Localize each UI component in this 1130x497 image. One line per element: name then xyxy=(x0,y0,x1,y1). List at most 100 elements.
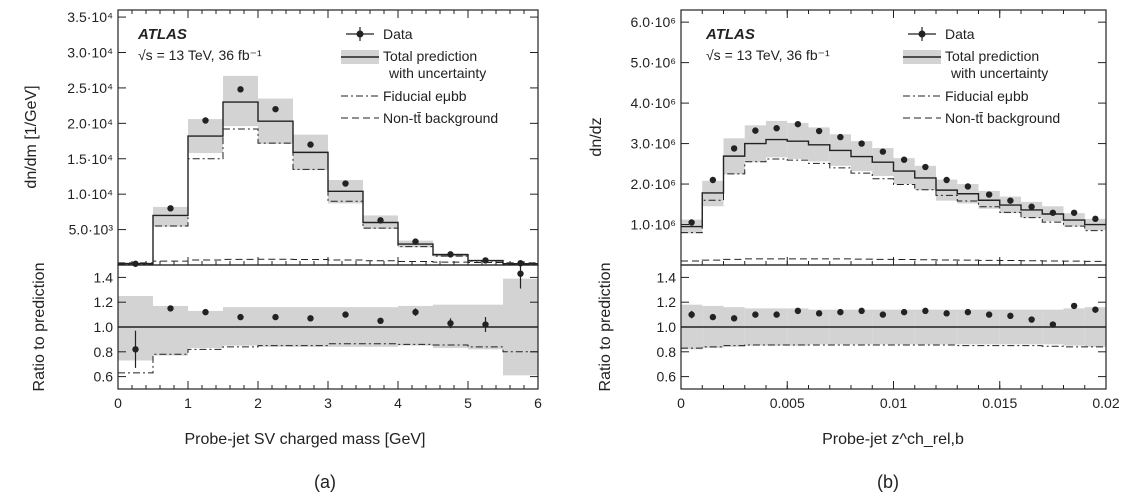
ratio-data-point xyxy=(447,320,454,327)
ratio-data-point xyxy=(943,310,950,317)
ratio-data-point xyxy=(272,313,279,321)
ratio-data-point xyxy=(412,308,419,316)
data-point xyxy=(985,191,993,198)
data-point xyxy=(943,176,950,184)
ratio-data-point xyxy=(752,311,759,318)
data-point xyxy=(922,163,929,171)
panel-caption: (b) xyxy=(877,472,899,492)
uncertainty-band-bin xyxy=(153,206,188,227)
ratio-data-point xyxy=(132,346,139,353)
ratio-fiducial-histogram xyxy=(118,343,538,374)
panel-caption: (a) xyxy=(314,472,336,492)
ratio-tick-label: 1.4 xyxy=(94,269,114,285)
x-tick-label: 0.005 xyxy=(770,395,805,411)
total-prediction-histogram xyxy=(681,138,1106,228)
ratio-data-point xyxy=(900,308,908,316)
data-point xyxy=(237,86,244,93)
data-point xyxy=(167,205,174,212)
y-tick-label: 1.0·10⁶ xyxy=(631,217,676,233)
ratio-data-point xyxy=(1007,312,1014,320)
legend-entry-total: Total prediction with uncertainty xyxy=(341,48,486,81)
x-tick-label: 0.02 xyxy=(1092,395,1119,411)
x-tick-label: 0.01 xyxy=(880,395,907,411)
legend-label-total-line2: with uncertainty xyxy=(950,65,1048,81)
total-prediction-histogram xyxy=(118,101,538,265)
x-tick-label: 3 xyxy=(324,395,332,411)
ratio-data-point xyxy=(985,311,993,318)
ratio-tick-label: 1.2 xyxy=(657,294,677,310)
y-tick-label: 6.0·10⁶ xyxy=(631,14,676,30)
legend-label-background: Non-tt̄ background xyxy=(945,110,1060,126)
data-point xyxy=(1028,203,1035,210)
x-tick-label: 0.015 xyxy=(982,395,1017,411)
atlas-label: ATLAS xyxy=(705,26,755,43)
ratio-y-axis-label: Ratio to prediction xyxy=(597,263,614,392)
ratio-tick-label: 0.6 xyxy=(657,369,677,385)
ratio-data-point xyxy=(773,311,780,318)
ratio-data-point xyxy=(1049,321,1057,328)
ratio-data-point xyxy=(837,308,844,316)
legend-label-fiducial: Fiducial eμbb xyxy=(945,88,1029,104)
uncertainty-band-bin xyxy=(223,75,258,127)
x-axis-label: Probe-jet z^ch_rel,b xyxy=(822,431,964,448)
legend-label-data: Data xyxy=(945,26,975,42)
main-y-axis-label: dn/dz xyxy=(588,117,605,156)
data-point xyxy=(447,251,454,258)
main-y-axis-title: dn/dm [1/GeV] xyxy=(23,85,40,188)
data-point xyxy=(1070,209,1078,216)
ratio-tick-label: 1.2 xyxy=(94,294,114,310)
y-tick-label: 4.0·10⁶ xyxy=(631,95,676,111)
legend-entry-data: Data xyxy=(908,26,975,42)
y-tick-label: 1.5·10⁴ xyxy=(67,151,113,167)
data-point xyxy=(730,145,738,152)
ratio-data-point xyxy=(1028,316,1035,323)
legend-label-fiducial: Fiducial eμbb xyxy=(383,88,467,104)
data-point xyxy=(342,180,349,187)
data-point xyxy=(202,117,209,124)
ratio-data-point xyxy=(1092,306,1099,313)
x-tick-label: 5 xyxy=(464,395,472,411)
data-point xyxy=(794,120,802,128)
y-tick-label: 2.0·10⁴ xyxy=(67,115,113,131)
data-point xyxy=(964,183,972,190)
data-point xyxy=(272,105,279,113)
legend-label-total-line2: with uncertainty xyxy=(388,65,486,81)
data-point xyxy=(773,124,780,132)
ratio-tick-label: 1.0 xyxy=(657,319,677,335)
data-point xyxy=(482,257,489,264)
ratio-fiducial-histogram xyxy=(681,344,1106,349)
panel-a: 5.0·10³ 1.0·10⁴ 1.5·10⁴ 2.0·10⁴ 2.5·10⁴ 3.0·1… xyxy=(23,9,542,492)
ratio-plot xyxy=(118,265,538,376)
y-tick-label: 3.5·10⁴ xyxy=(67,9,113,25)
ratio-data-point xyxy=(517,270,524,277)
data-point xyxy=(377,217,384,224)
data-point xyxy=(709,176,717,184)
x-tick-label: 1 xyxy=(184,395,192,411)
ratio-data-point xyxy=(307,315,314,322)
x-tick-label: 0 xyxy=(677,395,685,411)
axis-ticks: 1.0·10⁶ 2.0·10⁶ 3.0·10⁶ 4.0·10⁶ 5.0·10⁶ 6.0·1… xyxy=(631,10,1120,411)
legend-entry-background: Non-tt̄ background xyxy=(341,110,498,126)
legend-entry-data: Data xyxy=(346,26,413,42)
y-tick-label: 5.0·10³ xyxy=(69,222,114,238)
y-tick-label: 2.5·10⁴ xyxy=(67,80,113,96)
data-point xyxy=(815,127,823,135)
legend-label-background: Non-tt̄ background xyxy=(383,110,498,126)
x-axis-label: Probe-jet SV charged mass [GeV] xyxy=(185,431,426,448)
atlas-label: ATLAS xyxy=(137,26,187,43)
data-point xyxy=(307,141,314,148)
ratio-data-point xyxy=(377,317,384,324)
ratio-data-point xyxy=(879,311,887,318)
ratio-data-point xyxy=(794,307,802,315)
panel-b: 1.0·10⁶ 2.0·10⁶ 3.0·10⁶ 4.0·10⁶ 5.0·10⁶ 6.0·1… xyxy=(588,9,1120,492)
ratio-band-bin xyxy=(153,305,188,356)
ratio-data-point xyxy=(709,313,717,321)
legend-entry-total: Total prediction with uncertainty xyxy=(903,48,1048,81)
y-tick-label: 3.0·10⁴ xyxy=(67,45,113,61)
data-point xyxy=(858,140,865,147)
data-point xyxy=(132,260,139,267)
data-point xyxy=(1049,209,1057,216)
y-tick-label: 1.0·10⁴ xyxy=(67,186,113,202)
ratio-data-point xyxy=(688,311,695,318)
y-tick-label: 3.0·10⁶ xyxy=(631,136,676,152)
